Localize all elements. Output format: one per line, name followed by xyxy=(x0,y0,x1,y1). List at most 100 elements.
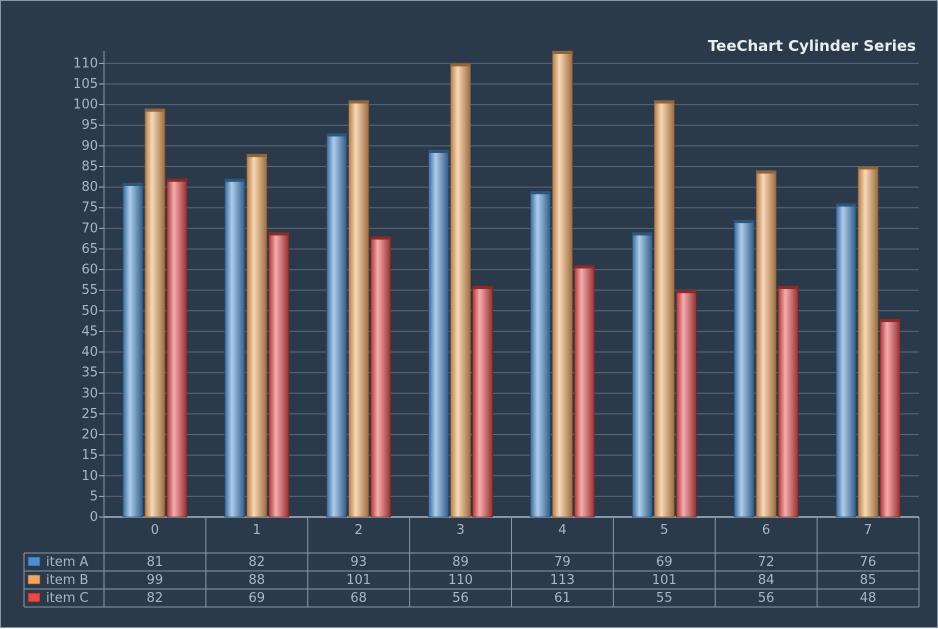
bar-cap xyxy=(122,182,143,186)
bar-cap xyxy=(574,265,595,269)
data-label: 79 xyxy=(554,555,571,570)
y-tick-label: 40 xyxy=(81,345,98,360)
bar xyxy=(574,265,595,518)
data-label: 113 xyxy=(550,573,575,588)
x-tick-label: 2 xyxy=(355,523,363,538)
data-label: 101 xyxy=(346,573,371,588)
y-tick-label: 20 xyxy=(81,428,98,443)
bar xyxy=(326,133,347,518)
data-label: 69 xyxy=(656,555,673,570)
data-label: 55 xyxy=(656,591,673,606)
y-tick-label: 35 xyxy=(81,366,98,381)
y-tick-label: 80 xyxy=(81,180,98,195)
data-label: 82 xyxy=(249,555,266,570)
bar xyxy=(676,289,697,518)
data-label: 85 xyxy=(860,573,877,588)
bar xyxy=(450,63,471,518)
y-tick-label: 85 xyxy=(81,159,98,174)
bar-cap xyxy=(326,133,347,137)
data-label: 110 xyxy=(448,573,473,588)
y-tick-label: 110 xyxy=(73,56,98,71)
data-label: 76 xyxy=(860,555,877,570)
bar xyxy=(654,100,675,518)
y-tick-label: 0 xyxy=(90,510,98,525)
bar-cap xyxy=(632,232,653,236)
data-label: 81 xyxy=(147,555,164,570)
y-tick-label: 45 xyxy=(81,324,98,339)
y-tick-label: 65 xyxy=(81,242,98,257)
bar xyxy=(632,232,653,518)
bar-cap xyxy=(450,63,471,67)
x-tick-label: 6 xyxy=(762,523,770,538)
bar-cap xyxy=(756,170,777,174)
bar-cap xyxy=(224,178,245,182)
bar xyxy=(530,190,551,518)
data-label: 89 xyxy=(452,555,469,570)
y-tick-label: 105 xyxy=(73,77,98,92)
bar-cap xyxy=(428,149,449,153)
data-label: 56 xyxy=(758,591,775,606)
bar-cap xyxy=(166,178,187,182)
x-tick-label: 5 xyxy=(660,523,668,538)
data-label: 61 xyxy=(554,591,571,606)
bar-cap xyxy=(552,51,573,54)
bar-cap xyxy=(530,191,551,195)
legend-swatch xyxy=(27,574,41,585)
legend-swatch xyxy=(27,592,41,603)
legend-swatch xyxy=(27,556,41,567)
data-label: 82 xyxy=(147,591,164,606)
data-label: 99 xyxy=(147,573,164,588)
y-tick-label: 10 xyxy=(81,469,98,484)
legend-label: item C xyxy=(46,591,89,606)
bar-cap xyxy=(778,286,799,290)
bar xyxy=(755,170,777,518)
data-label: 56 xyxy=(452,591,469,606)
bar-cap xyxy=(858,166,879,170)
data-label: 101 xyxy=(652,573,677,588)
y-tick-label: 55 xyxy=(81,283,98,298)
data-label: 48 xyxy=(860,591,877,606)
bars xyxy=(122,50,901,518)
y-tick-label: 100 xyxy=(73,98,98,113)
bar xyxy=(472,285,493,518)
x-tick-label: 4 xyxy=(558,523,566,538)
bar-cap xyxy=(348,100,369,104)
bar-cap xyxy=(370,236,391,240)
x-tick-label: 1 xyxy=(253,523,261,538)
y-tick-label: 15 xyxy=(81,448,98,463)
y-tick-label: 90 xyxy=(81,139,98,154)
data-label: 69 xyxy=(249,591,266,606)
y-tick-label: 75 xyxy=(81,201,98,216)
y-tick-label: 95 xyxy=(81,118,98,133)
data-label: 84 xyxy=(758,573,775,588)
bar xyxy=(348,100,369,518)
y-tick-label: 25 xyxy=(81,407,98,422)
data-label: 68 xyxy=(350,591,367,606)
data-label: 72 xyxy=(758,555,775,570)
bar xyxy=(224,178,246,518)
x-tick-label: 0 xyxy=(151,523,159,538)
bar-cap xyxy=(472,286,493,290)
bar-cap xyxy=(836,203,857,207)
bar-cap xyxy=(734,220,755,224)
bar xyxy=(268,232,290,518)
bar-cap xyxy=(676,290,697,294)
y-tick-label: 70 xyxy=(81,221,98,236)
legend-label: item A xyxy=(46,555,89,570)
bar xyxy=(246,153,268,518)
y-tick-label: 30 xyxy=(81,386,98,401)
bar xyxy=(552,50,573,518)
y-tick-label: 5 xyxy=(90,489,98,504)
bar xyxy=(122,182,144,518)
x-tick-label: 7 xyxy=(864,523,872,538)
bar xyxy=(166,178,188,518)
bar xyxy=(370,236,391,518)
bar xyxy=(777,285,799,518)
legend-label: item B xyxy=(46,573,88,588)
bar xyxy=(144,108,166,518)
bar-cap xyxy=(246,154,267,158)
bar-cap xyxy=(654,100,675,104)
